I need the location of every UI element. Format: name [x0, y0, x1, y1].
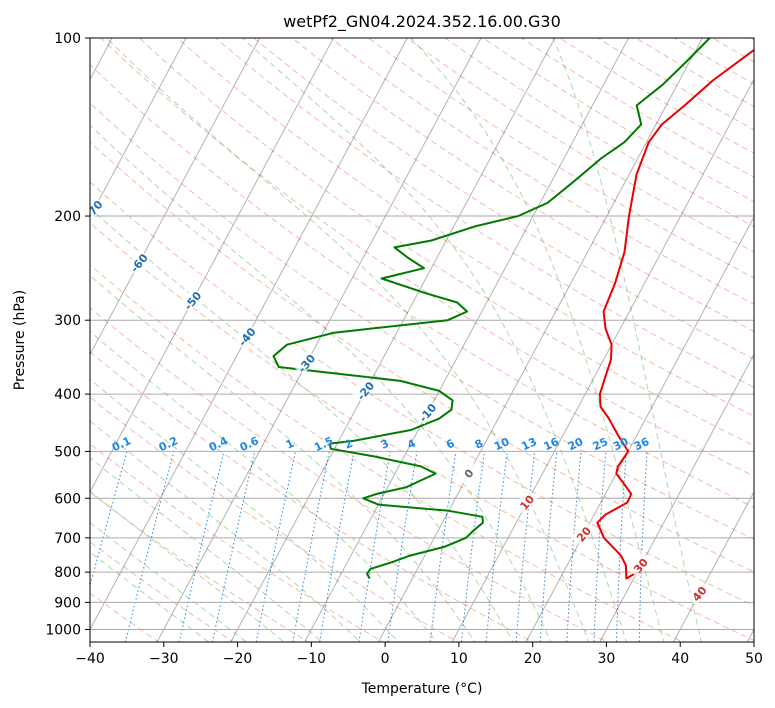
isotherm-label-bg — [414, 399, 439, 425]
mixing-ratio-label: 20 — [566, 435, 586, 453]
isotherm-line — [90, 38, 261, 356]
y-tick-label: 300 — [54, 313, 81, 329]
y-tick-label: 500 — [54, 444, 81, 460]
moist-adiabat-line — [90, 207, 514, 642]
isotherm-label-bg — [513, 488, 538, 515]
dry-adiabat-line — [90, 396, 459, 642]
dry-adiabat-line — [138, 38, 754, 447]
moist-adiabat-line — [90, 521, 247, 642]
isotherm-label-bg — [455, 459, 480, 486]
y-tick-label: 800 — [54, 565, 81, 581]
moist-adiabat-line — [410, 38, 665, 642]
y-tick-label: 700 — [54, 531, 81, 547]
x-axis-ticks: −40 −30 −20 −10 0 10 20 30 40 50 — [75, 642, 763, 667]
x-tick-label: 40 — [671, 651, 689, 667]
isotherm-label-bg — [293, 349, 318, 376]
dewpoint-line — [272, 38, 711, 579]
isotherms — [90, 38, 754, 642]
isotherm-line — [90, 38, 187, 218]
isotherm-label-bg — [125, 249, 150, 275]
x-tick-label: −10 — [297, 651, 327, 667]
y-tick-label: 1000 — [45, 622, 81, 638]
dry-adiabat-line — [90, 102, 754, 540]
isotherm-line — [451, 78, 754, 642]
isotherm-line — [377, 38, 703, 642]
y-axis-label: Pressure (hPa) — [12, 290, 28, 390]
x-tick-label: 0 — [381, 651, 390, 667]
x-tick-label: 20 — [524, 651, 542, 667]
dry-adiabat-line — [90, 443, 385, 642]
dry-adiabat-line — [90, 181, 754, 607]
moist-adiabat-line — [90, 274, 476, 642]
isotherm-label-bg — [90, 195, 105, 222]
x-tick-label: −20 — [223, 651, 253, 667]
isotherm-line — [230, 38, 556, 642]
isotherm-label-bg — [686, 580, 711, 606]
isotherm-label-bg — [570, 520, 595, 546]
isotherm-label-bg — [627, 552, 652, 578]
isotherm-label-bg — [179, 287, 204, 313]
isotherm-line — [672, 490, 754, 642]
chart-title: wetPf2_GN04.2024.352.16.00.G30 — [283, 12, 561, 32]
dry-adiabat-line — [90, 222, 754, 642]
moist-adiabat-line — [90, 457, 323, 642]
isotherm-label-bg — [352, 377, 377, 403]
isotherm-line — [304, 38, 630, 642]
sounding-series — [272, 38, 754, 580]
moist-adiabat-line — [90, 124, 552, 642]
mixing-ratio-label: 36 — [632, 435, 652, 453]
y-axis-ticks: 100 200 300 400 500 600 700 800 900 1000 — [45, 31, 90, 638]
moist-adiabat-line — [90, 490, 285, 642]
isotherm-line — [90, 38, 335, 493]
dry-adiabat-line — [90, 491, 310, 642]
y-tick-label: 900 — [54, 595, 81, 611]
dry-adiabat-line — [253, 38, 754, 360]
x-tick-label: −30 — [149, 651, 179, 667]
y-tick-label: 200 — [54, 209, 81, 225]
isobar-grid — [90, 38, 754, 630]
moist-adiabats — [90, 38, 702, 642]
plot-frame — [89, 37, 755, 643]
dry-adiabat-line — [329, 38, 754, 305]
isotherm-label-bg — [233, 323, 258, 349]
isotherm-line — [156, 38, 482, 642]
temperature-line — [596, 48, 754, 580]
mixing-ratio-label: 13 — [519, 435, 538, 453]
y-tick-label: 100 — [54, 31, 81, 47]
x-tick-label: 10 — [450, 651, 468, 667]
mixing-ratio-label: 25 — [591, 435, 610, 453]
x-tick-label: 30 — [598, 651, 616, 667]
isotherm-line — [599, 353, 754, 642]
y-tick-label: 400 — [54, 387, 81, 403]
moist-adiabat-line — [552, 38, 702, 642]
dry-adiabat-line — [90, 307, 609, 642]
dry-adiabat-line — [90, 592, 160, 642]
moist-adiabat-line — [90, 420, 361, 642]
mixing-ratio-label: 16 — [542, 435, 562, 453]
mixing-ratio-label: 30 — [611, 435, 631, 453]
mixing-ratio-label: 10 — [492, 435, 512, 453]
x-axis-label: Temperature (°C) — [361, 681, 483, 697]
x-tick-label: 50 — [745, 651, 763, 667]
dry-adiabat-line — [90, 141, 754, 573]
y-tick-label: 600 — [54, 491, 81, 507]
isotherm-line — [525, 215, 754, 642]
moist-adiabat-line — [241, 38, 627, 642]
moist-adiabat-line — [90, 330, 438, 642]
x-tick-label: −40 — [75, 651, 105, 667]
moist-adiabat-line — [90, 551, 210, 642]
